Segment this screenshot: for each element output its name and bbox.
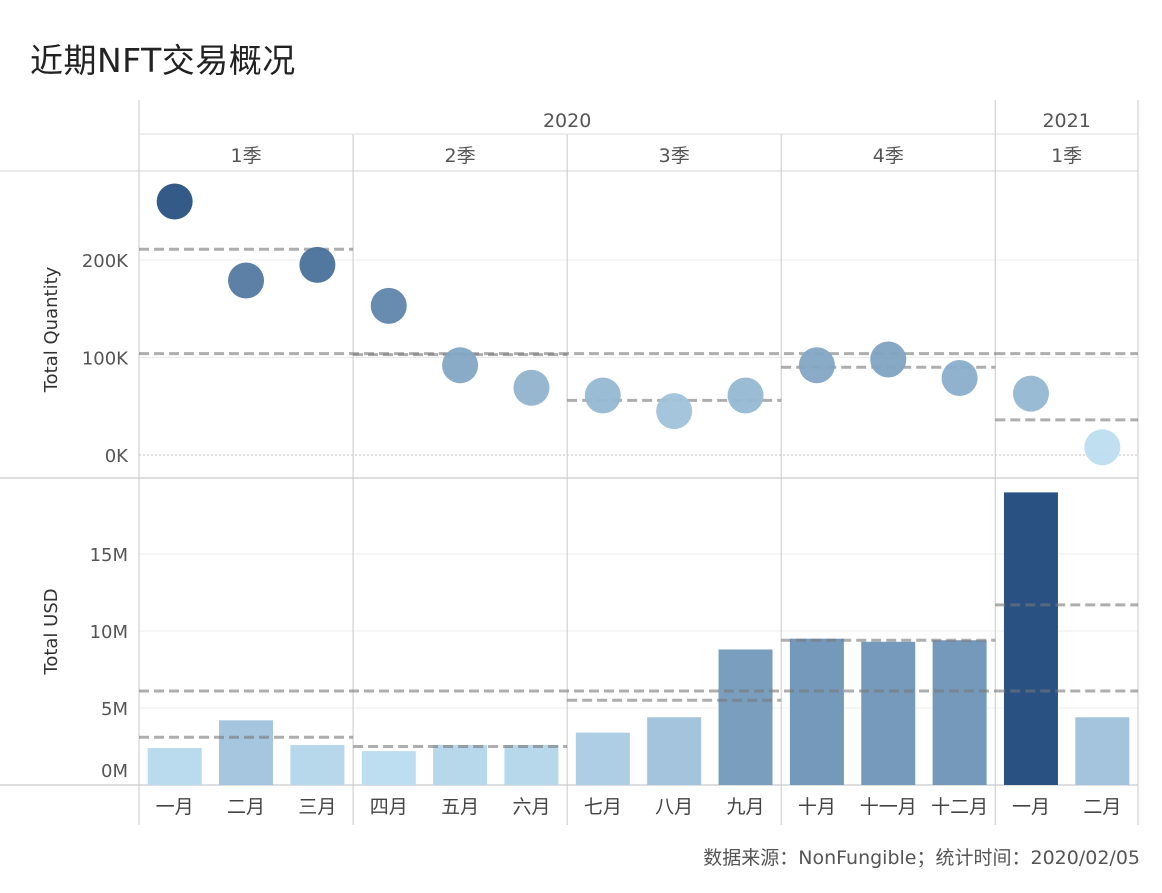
quantity-point [1012,375,1049,412]
year-label: 2021 [1042,110,1090,132]
usd-bar [575,732,630,785]
quarter-label: 3季 [659,145,690,167]
month-label: 四月 [370,796,408,818]
year-label: 2020 [543,110,591,132]
quantity-point [156,183,193,220]
usd-tick-label: 10M [90,622,128,643]
quantity-tick-label: 0K [105,446,129,467]
quantity-point [370,287,407,324]
month-label: 十一月 [860,796,917,818]
month-label: 一月 [156,796,194,818]
usd-bar [932,640,987,785]
usd-tick-label: 5M [101,699,128,720]
month-label: 五月 [441,796,479,818]
chart-title: 近期NFT交易概况 [30,41,296,80]
usd-axis-title: Total USD [41,588,62,675]
month-label: 七月 [584,796,622,818]
usd-bar [219,720,274,785]
quantity-point [941,359,978,396]
source-note: 数据来源：NonFungible；统计时间：2020/02/05 [703,847,1140,869]
usd-bar [647,717,702,785]
quantity-point [442,347,479,384]
quantity-point [513,369,550,406]
usd-bar [147,748,202,785]
quarter-label: 2季 [445,145,476,167]
month-label: 六月 [512,796,550,818]
usd-bar [361,751,416,785]
quantity-point [299,246,336,283]
usd-bar [433,744,488,785]
quantity-point [584,377,621,414]
month-label: 二月 [1083,796,1121,818]
quarter-label: 1季 [230,145,261,167]
month-label: 十月 [798,796,836,818]
quantity-point [798,347,835,384]
usd-tick-label: 0M [101,761,128,782]
month-label: 八月 [655,796,693,818]
quantity-point [228,262,265,299]
month-label: 一月 [1012,796,1050,818]
usd-tick-label: 15M [90,545,128,566]
usd-bar [789,638,844,785]
quantity-tick-label: 200K [82,251,129,272]
usd-bar [1003,492,1058,785]
usd-bar [1075,717,1130,785]
usd-bar [718,649,773,785]
usd-bar [504,744,559,785]
quantity-point [656,393,693,430]
month-label: 十二月 [931,796,988,818]
month-label: 九月 [727,796,765,818]
quantity-point [870,341,907,378]
quarter-label: 1季 [1051,145,1082,167]
quantity-point [727,377,764,414]
quarter-label: 4季 [873,145,904,167]
quantity-tick-label: 100K [82,349,129,370]
month-label: 三月 [298,796,336,818]
month-label: 二月 [227,796,265,818]
usd-bar [861,641,916,785]
usd-bar [290,744,345,785]
quantity-axis-title: Total Quantity [41,266,62,393]
quantity-point [1084,429,1121,466]
